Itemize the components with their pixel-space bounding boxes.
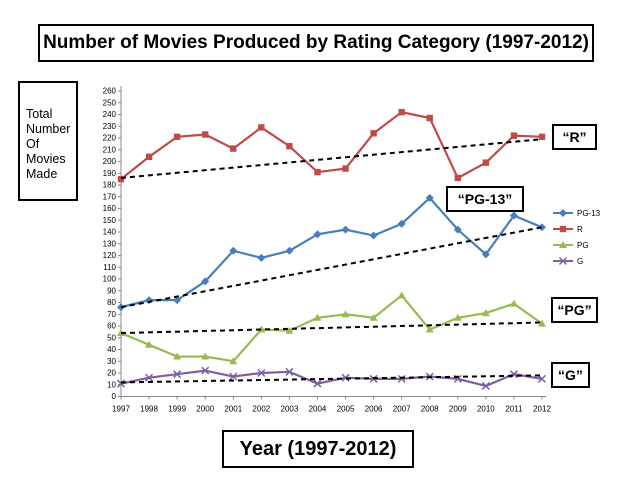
y-tick-label: 230 <box>103 122 117 131</box>
line-chart: 0 10 20 30 40 50 60 70 80 90 100 110 120 130 140 150 160… <box>0 0 640 480</box>
y-tick-label: 90 <box>107 286 116 295</box>
y-tick-label: 170 <box>103 192 117 201</box>
trend-line-r <box>121 139 542 178</box>
y-tick-label: 210 <box>103 145 117 154</box>
x-tick-label: 2004 <box>309 405 327 414</box>
data-point-r <box>202 131 208 137</box>
data-point-r <box>230 145 236 151</box>
x-tick-label: 2012 <box>533 405 551 414</box>
data-point-r <box>398 109 404 115</box>
y-tick-label: 180 <box>103 181 117 190</box>
data-point-pg-13 <box>342 226 350 234</box>
legend-label-g: G <box>577 257 583 266</box>
x-tick-label: 2009 <box>449 405 467 414</box>
x-tick-label: 1997 <box>112 405 130 414</box>
y-tick-label: 0 <box>112 392 117 401</box>
x-tick-label: 2003 <box>281 405 299 414</box>
x-tick-label: 2002 <box>252 405 270 414</box>
y-tick-label: 200 <box>103 157 117 166</box>
data-point-pg-13 <box>257 254 265 262</box>
x-tick-label: 2000 <box>196 405 214 414</box>
data-point-r <box>427 115 433 121</box>
x-tick-label: 1999 <box>168 405 186 414</box>
data-point-r <box>455 175 461 181</box>
data-point-r <box>258 124 264 130</box>
y-tick-label: 30 <box>107 357 116 366</box>
x-tick-label: 2005 <box>337 405 355 414</box>
data-point-r <box>483 159 489 165</box>
legend-label-r: R <box>577 225 583 234</box>
legend-marker-r <box>560 226 566 232</box>
y-tick-label: 260 <box>103 87 117 96</box>
data-point-r <box>146 154 152 160</box>
x-tick-label: 2011 <box>505 405 523 414</box>
y-tick-label: 240 <box>103 110 117 119</box>
data-point-pg-13 <box>145 296 153 304</box>
data-point-r <box>174 134 180 140</box>
x-tick-label: 2001 <box>224 405 242 414</box>
series-line-pg-13 <box>121 198 542 307</box>
y-tick-label: 120 <box>103 251 117 260</box>
x-tick-label: 2006 <box>365 405 383 414</box>
data-point-r <box>342 165 348 171</box>
data-point-pg <box>398 291 406 298</box>
x-tick-label: 1998 <box>140 405 158 414</box>
y-tick-label: 140 <box>103 228 117 237</box>
data-point-r <box>286 143 292 149</box>
y-tick-label: 80 <box>107 298 116 307</box>
data-point-pg-13 <box>370 232 378 240</box>
x-tick-label: 2008 <box>421 405 439 414</box>
y-tick-label: 220 <box>103 134 117 143</box>
y-tick-label: 50 <box>107 333 116 342</box>
trend-line-pg <box>121 322 542 333</box>
y-tick-label: 60 <box>107 322 116 331</box>
y-tick-label: 160 <box>103 204 117 213</box>
y-tick-label: 250 <box>103 98 117 107</box>
series-line-r <box>121 112 542 179</box>
y-tick-label: 10 <box>107 380 116 389</box>
legend-label-pg: PG <box>577 241 589 250</box>
data-point-r <box>511 132 517 138</box>
y-tick-label: 190 <box>103 169 117 178</box>
y-tick-label: 20 <box>107 369 116 378</box>
x-tick-label: 2007 <box>393 405 411 414</box>
y-tick-label: 70 <box>107 310 116 319</box>
y-tick-label: 130 <box>103 239 117 248</box>
y-tick-label: 150 <box>103 216 117 225</box>
y-tick-label: 40 <box>107 345 116 354</box>
data-point-r <box>370 130 376 136</box>
legend-label-pg-13: PG-13 <box>577 209 601 218</box>
trend-line-pg-13 <box>121 227 542 307</box>
legend-marker-pg-13 <box>559 209 567 217</box>
data-point-r <box>314 169 320 175</box>
x-tick-label: 2010 <box>477 405 495 414</box>
y-tick-label: 100 <box>103 275 117 284</box>
data-point-r <box>539 134 545 140</box>
y-tick-label: 110 <box>103 263 116 272</box>
data-point-pg <box>510 300 518 307</box>
